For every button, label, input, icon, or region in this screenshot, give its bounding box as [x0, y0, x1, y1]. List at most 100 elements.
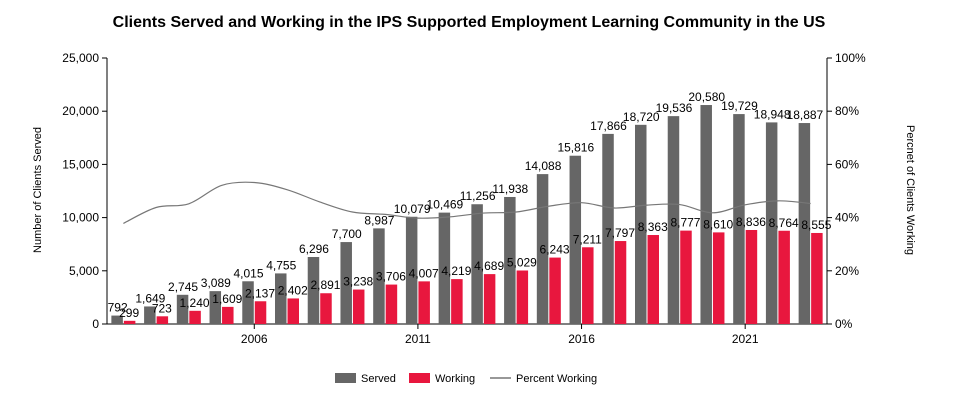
working-bar	[254, 301, 267, 324]
y-tick-label: 15,000	[62, 157, 99, 171]
served-value-label: 3,089	[201, 276, 231, 290]
y2-tick-label: 80%	[835, 104, 859, 118]
working-bar	[156, 316, 169, 324]
served-bar	[405, 216, 418, 324]
working-value-label: 7,797	[605, 226, 635, 240]
legend-swatch-served	[335, 373, 356, 383]
working-bar	[222, 306, 234, 324]
working-value-label: 8,836	[736, 215, 766, 229]
served-value-label: 4,015	[234, 266, 264, 280]
working-bar	[712, 232, 725, 324]
working-bar	[123, 320, 136, 324]
served-value-label: 11,256	[460, 189, 496, 203]
legend-label: Percent Working	[516, 373, 597, 385]
working-value-label: 299	[119, 306, 139, 320]
working-value-label: 3,238	[343, 275, 373, 289]
legend-label: Served	[361, 373, 396, 385]
served-bar	[504, 196, 516, 324]
served-value-label: 7,700	[332, 227, 362, 241]
working-bar	[811, 232, 823, 324]
working-value-label: 5,029	[507, 255, 537, 269]
y2-tick-label: 40%	[835, 211, 859, 225]
x-tick-label: 2016	[568, 332, 595, 346]
working-bar	[483, 274, 496, 324]
served-bar	[340, 242, 352, 324]
working-value-label: 7,211	[573, 232, 602, 246]
working-bar	[647, 235, 659, 324]
working-value-label: 2,891	[310, 278, 340, 292]
served-bar	[765, 122, 778, 324]
working-bar	[451, 279, 463, 324]
legend: Served Working Percent Working	[335, 373, 597, 385]
working-value-label: 3,706	[376, 270, 406, 284]
served-value-label: 18,887	[787, 108, 824, 122]
line-layer	[123, 181, 811, 224]
served-bar	[209, 291, 222, 324]
y2-tick-label: 100%	[835, 51, 866, 65]
served-value-label: 17,866	[590, 119, 627, 133]
working-value-label: 1,609	[212, 292, 242, 306]
x-tick-label: 2011	[405, 332, 431, 346]
working-value-label: 1,240	[180, 296, 210, 310]
served-bar	[602, 133, 614, 324]
served-value-label: 1,649	[135, 291, 165, 305]
working-bar	[680, 230, 692, 324]
served-value-label: 11,938	[492, 182, 528, 196]
x-tick-label: 2006	[241, 332, 268, 346]
served-value-label: 18,720	[623, 110, 660, 124]
working-bar	[582, 247, 594, 324]
working-bar	[287, 298, 299, 324]
served-bar	[700, 105, 712, 324]
served-value-label: 19,536	[656, 101, 693, 115]
working-value-label: 8,777	[670, 216, 700, 230]
served-bar	[536, 174, 549, 324]
working-value-label: 4,689	[474, 259, 504, 273]
working-bar	[385, 284, 398, 324]
y-tick-label: 25,000	[62, 51, 99, 65]
working-bar	[778, 230, 790, 324]
served-bar	[111, 315, 123, 324]
working-bar	[549, 257, 561, 324]
working-bar	[320, 293, 332, 324]
served-bar	[373, 228, 385, 324]
served-value-label: 792	[108, 301, 128, 315]
served-bar	[144, 306, 156, 324]
working-bar	[614, 241, 627, 324]
y2-tick-label: 20%	[835, 264, 859, 278]
working-bar	[189, 310, 201, 324]
working-value-label: 8,555	[801, 218, 831, 232]
y2-tick-label: 60%	[835, 157, 859, 171]
working-bar	[352, 289, 365, 324]
working-bar	[516, 270, 529, 324]
working-value-label: 8,610	[703, 217, 733, 231]
served-value-label: 19,729	[721, 99, 758, 113]
percent-working-line	[123, 181, 811, 224]
working-value-label: 8,363	[638, 220, 668, 234]
y-axis-title: Number of Clients Served	[32, 127, 44, 253]
working-value-label: 2,402	[278, 283, 308, 297]
legend-label: Working	[435, 373, 475, 385]
served-bar	[176, 294, 189, 324]
served-bar	[275, 273, 287, 324]
y2-tick-label: 0%	[835, 317, 853, 331]
served-value-label: 4,755	[266, 258, 296, 272]
served-value-label: 10,079	[394, 202, 431, 216]
working-bar	[418, 281, 430, 324]
served-value-label: 8,987	[364, 213, 394, 227]
served-value-label: 2,745	[168, 280, 198, 294]
working-value-label: 8,764	[769, 216, 799, 230]
served-bar	[798, 123, 811, 324]
y-tick-label: 10,000	[62, 211, 99, 225]
served-value-label: 18,948	[754, 107, 791, 121]
axes-layer: 0 5,000 10,000 15,000 20,000 25,000 0% 20% 40% 60…	[62, 51, 866, 346]
served-bar	[733, 114, 745, 325]
served-bar	[569, 155, 582, 324]
y-tick-label: 5,000	[69, 264, 99, 278]
working-bar	[745, 229, 758, 324]
served-value-label: 14,088	[525, 159, 562, 173]
served-bar	[667, 116, 680, 324]
working-value-label: 4,007	[409, 266, 439, 280]
